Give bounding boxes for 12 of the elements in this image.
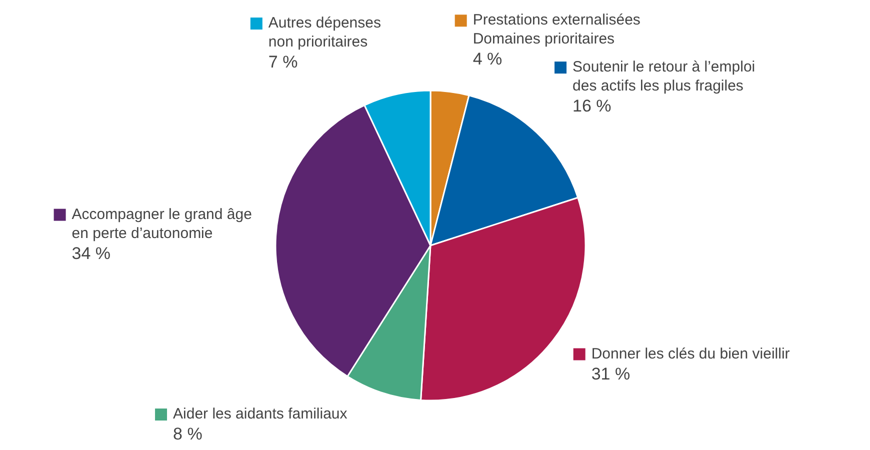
legend-label: Aider les aidants familiaux (173, 406, 348, 423)
data-label: 34 % (72, 244, 111, 263)
legend-label: Donner les clés du bien vieillir (591, 345, 790, 362)
legend-label: Soutenir le retour à l’emploi des actifs les plus fragiles (572, 58, 756, 95)
data-label: 8 % (173, 424, 202, 444)
legend-label: Prestations externalisées Domaines prioritaires (472, 12, 640, 48)
data-label: 4 % (472, 50, 502, 69)
legend-label: Autres dépenses non prioritaires (268, 14, 381, 51)
data-label: 31 % (591, 364, 630, 384)
data-label: 16 % (572, 96, 612, 116)
data-label: 7 % (268, 52, 298, 72)
legend-label: Accompagner le grand âge en perte d’autonomie (72, 206, 252, 242)
